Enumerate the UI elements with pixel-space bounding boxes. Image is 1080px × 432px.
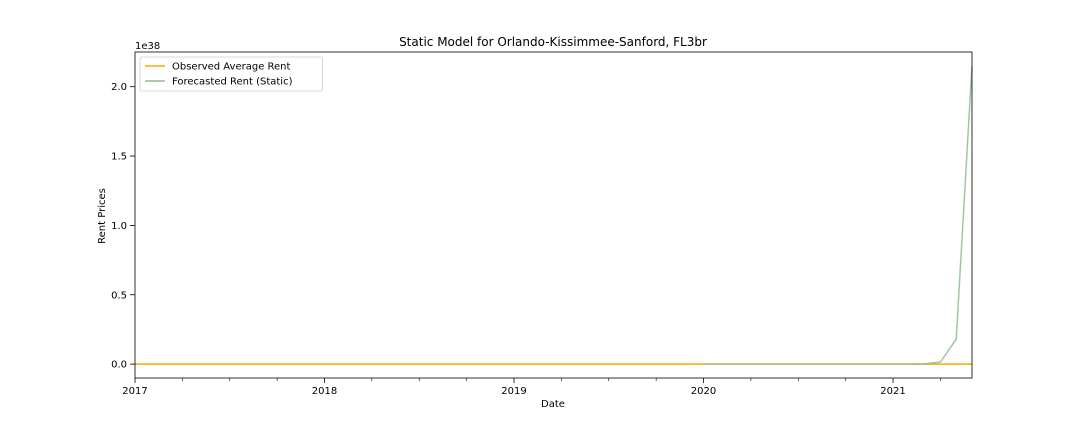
x-tick-label: 2018 <box>312 386 337 397</box>
y-tick-label: 1.5 <box>111 152 127 163</box>
x-axis-label: Date <box>541 399 565 410</box>
legend: Observed Average Rent Forecasted Rent (St… <box>139 56 323 92</box>
y-axis-offset-text: 1e38 <box>135 41 160 52</box>
plot-area <box>135 65 973 365</box>
chart-title: Static Model for Orlando-Kissimmee-Sanfo… <box>399 35 707 49</box>
y-tick-label: 0.0 <box>111 360 127 371</box>
legend-entry-label: Forecasted Rent (Static) <box>172 77 293 88</box>
x-tick-label: 2021 <box>880 386 905 397</box>
y-tick-label: 1.0 <box>111 221 127 232</box>
plot-frame <box>134 51 973 379</box>
y-tick-label: 0.5 <box>111 290 127 301</box>
y-tick-label: 2.0 <box>111 82 127 93</box>
legend-entry-label: Observed Average Rent <box>172 62 291 73</box>
x-tick-label: 2017 <box>122 386 147 397</box>
legend-box <box>139 56 323 92</box>
x-tick-label: 2019 <box>501 386 526 397</box>
x-tick-label: 2020 <box>691 386 716 397</box>
series-line-forecast <box>703 65 973 365</box>
axis-ticks: 2017 2018 2019 2020 2021 0.0 0.5 1.0 1.5 2.0 <box>111 82 941 397</box>
y-axis-label: Rent Prices <box>97 188 108 244</box>
